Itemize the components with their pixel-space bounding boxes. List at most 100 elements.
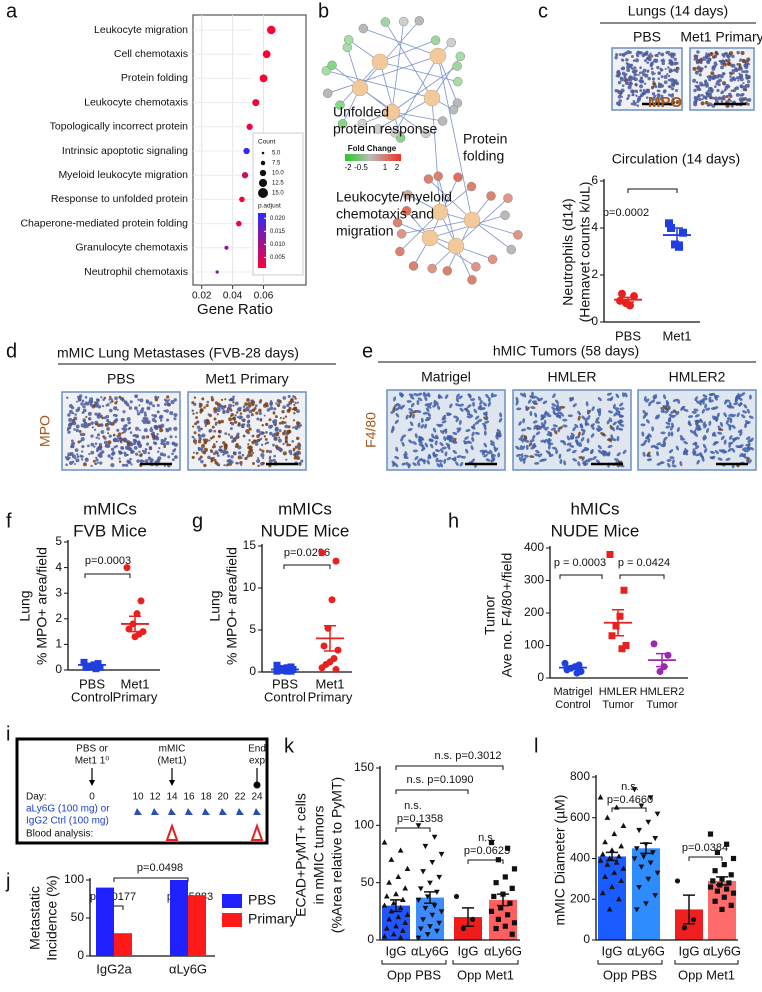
cell bbox=[444, 451, 448, 457]
cell bbox=[586, 409, 590, 415]
cell bbox=[540, 416, 545, 421]
cell bbox=[75, 458, 80, 463]
annotation: p=0.0296 bbox=[284, 547, 330, 559]
cell bbox=[191, 455, 195, 460]
cell bbox=[296, 401, 300, 404]
point bbox=[511, 920, 518, 926]
cell bbox=[252, 461, 256, 465]
cell bbox=[709, 86, 713, 90]
cell bbox=[644, 73, 649, 78]
cell bbox=[214, 450, 218, 454]
cell bbox=[66, 396, 69, 399]
cell bbox=[274, 426, 279, 431]
point bbox=[424, 894, 431, 900]
cell bbox=[487, 401, 492, 407]
cell bbox=[532, 420, 538, 424]
point bbox=[388, 856, 395, 862]
cell bbox=[161, 442, 164, 445]
cell bbox=[646, 61, 650, 65]
cell bbox=[621, 392, 625, 398]
point bbox=[620, 586, 628, 594]
node bbox=[403, 190, 413, 200]
cell bbox=[552, 393, 556, 399]
point bbox=[647, 795, 654, 801]
point bbox=[643, 901, 649, 907]
cell bbox=[482, 422, 487, 427]
cell bbox=[196, 425, 201, 430]
cell bbox=[464, 436, 469, 440]
cell bbox=[234, 401, 239, 406]
cell bbox=[569, 436, 575, 440]
cell bbox=[616, 436, 620, 442]
cell bbox=[581, 415, 586, 420]
cell bbox=[540, 439, 546, 443]
blood-draw bbox=[165, 823, 179, 841]
cell bbox=[709, 51, 713, 55]
cell bbox=[228, 417, 233, 422]
cell bbox=[134, 406, 138, 411]
cell bbox=[639, 89, 643, 92]
cell bbox=[694, 396, 698, 401]
point bbox=[599, 890, 606, 896]
cell bbox=[727, 58, 731, 62]
bracket bbox=[559, 574, 603, 579]
cell bbox=[699, 58, 702, 61]
cell bbox=[232, 417, 236, 421]
cell bbox=[124, 445, 129, 450]
cell bbox=[590, 448, 594, 455]
cell bbox=[525, 405, 529, 411]
error-bar bbox=[612, 609, 624, 637]
cell bbox=[705, 91, 708, 94]
cell bbox=[107, 440, 112, 445]
cell bbox=[649, 54, 654, 58]
x-tick-label: Tumor bbox=[602, 699, 634, 711]
cell bbox=[716, 88, 720, 93]
cell bbox=[129, 400, 133, 404]
cell bbox=[130, 451, 134, 454]
cell bbox=[408, 439, 413, 444]
arrow-head bbox=[89, 780, 95, 786]
cell bbox=[642, 414, 647, 419]
cell bbox=[67, 423, 71, 427]
cell bbox=[698, 97, 702, 102]
cell bbox=[547, 430, 552, 436]
cell bbox=[566, 435, 570, 441]
dot bbox=[243, 147, 250, 155]
cell bbox=[630, 55, 634, 59]
cell bbox=[145, 399, 149, 403]
cell bbox=[407, 463, 411, 469]
point bbox=[618, 843, 625, 849]
cell bbox=[90, 434, 94, 438]
cell bbox=[292, 419, 296, 422]
group-bracket bbox=[597, 960, 663, 965]
cell bbox=[749, 437, 754, 443]
cell bbox=[747, 459, 752, 464]
cell bbox=[266, 408, 271, 412]
point bbox=[404, 865, 411, 871]
cell bbox=[743, 453, 747, 459]
point bbox=[397, 934, 404, 940]
cell bbox=[695, 61, 700, 65]
event-label: Met1 1⁰ bbox=[75, 756, 110, 767]
cell bbox=[727, 447, 732, 452]
error-bar bbox=[640, 842, 652, 855]
cell bbox=[612, 403, 616, 409]
cell bbox=[702, 394, 708, 398]
cell bbox=[424, 396, 428, 402]
cell bbox=[114, 413, 118, 418]
cell bbox=[523, 434, 528, 440]
network-label: protein response bbox=[333, 121, 438, 137]
cell bbox=[731, 424, 736, 429]
point bbox=[618, 289, 626, 298]
cell bbox=[75, 400, 79, 403]
edge bbox=[385, 21, 433, 99]
cell bbox=[284, 437, 288, 441]
error-bar bbox=[683, 894, 695, 925]
cell bbox=[730, 89, 733, 92]
cell bbox=[271, 459, 274, 462]
point bbox=[509, 885, 515, 891]
cell bbox=[689, 429, 695, 434]
cell bbox=[619, 402, 624, 407]
edge bbox=[379, 61, 458, 83]
point bbox=[597, 794, 604, 800]
